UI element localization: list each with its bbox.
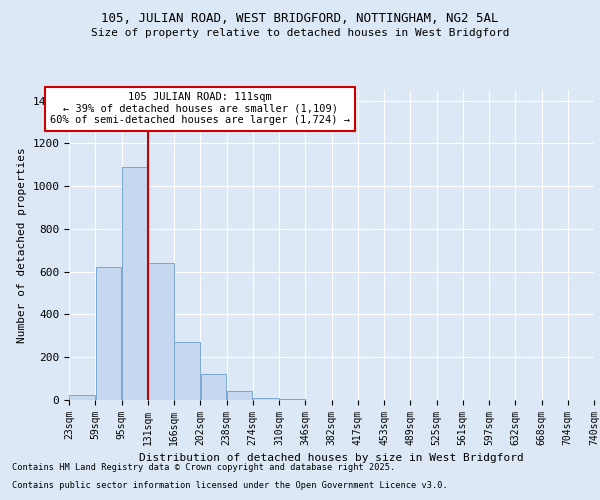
Bar — [279, 399, 305, 400]
Text: Contains HM Land Registry data © Crown copyright and database right 2025.: Contains HM Land Registry data © Crown c… — [12, 464, 395, 472]
Bar — [174, 342, 200, 400]
Bar — [148, 263, 174, 400]
Text: Contains public sector information licensed under the Open Government Licence v3: Contains public sector information licen… — [12, 481, 448, 490]
Text: Size of property relative to detached houses in West Bridgford: Size of property relative to detached ho… — [91, 28, 509, 38]
Bar — [200, 374, 226, 400]
X-axis label: Distribution of detached houses by size in West Bridgford: Distribution of detached houses by size … — [139, 454, 524, 464]
Text: 105 JULIAN ROAD: 111sqm
← 39% of detached houses are smaller (1,109)
60% of semi: 105 JULIAN ROAD: 111sqm ← 39% of detache… — [50, 92, 350, 126]
Y-axis label: Number of detached properties: Number of detached properties — [17, 147, 27, 343]
Bar — [122, 167, 148, 400]
Bar — [253, 398, 279, 400]
Bar — [95, 268, 121, 400]
Bar — [69, 394, 95, 400]
Bar — [227, 392, 253, 400]
Text: 105, JULIAN ROAD, WEST BRIDGFORD, NOTTINGHAM, NG2 5AL: 105, JULIAN ROAD, WEST BRIDGFORD, NOTTIN… — [101, 12, 499, 26]
